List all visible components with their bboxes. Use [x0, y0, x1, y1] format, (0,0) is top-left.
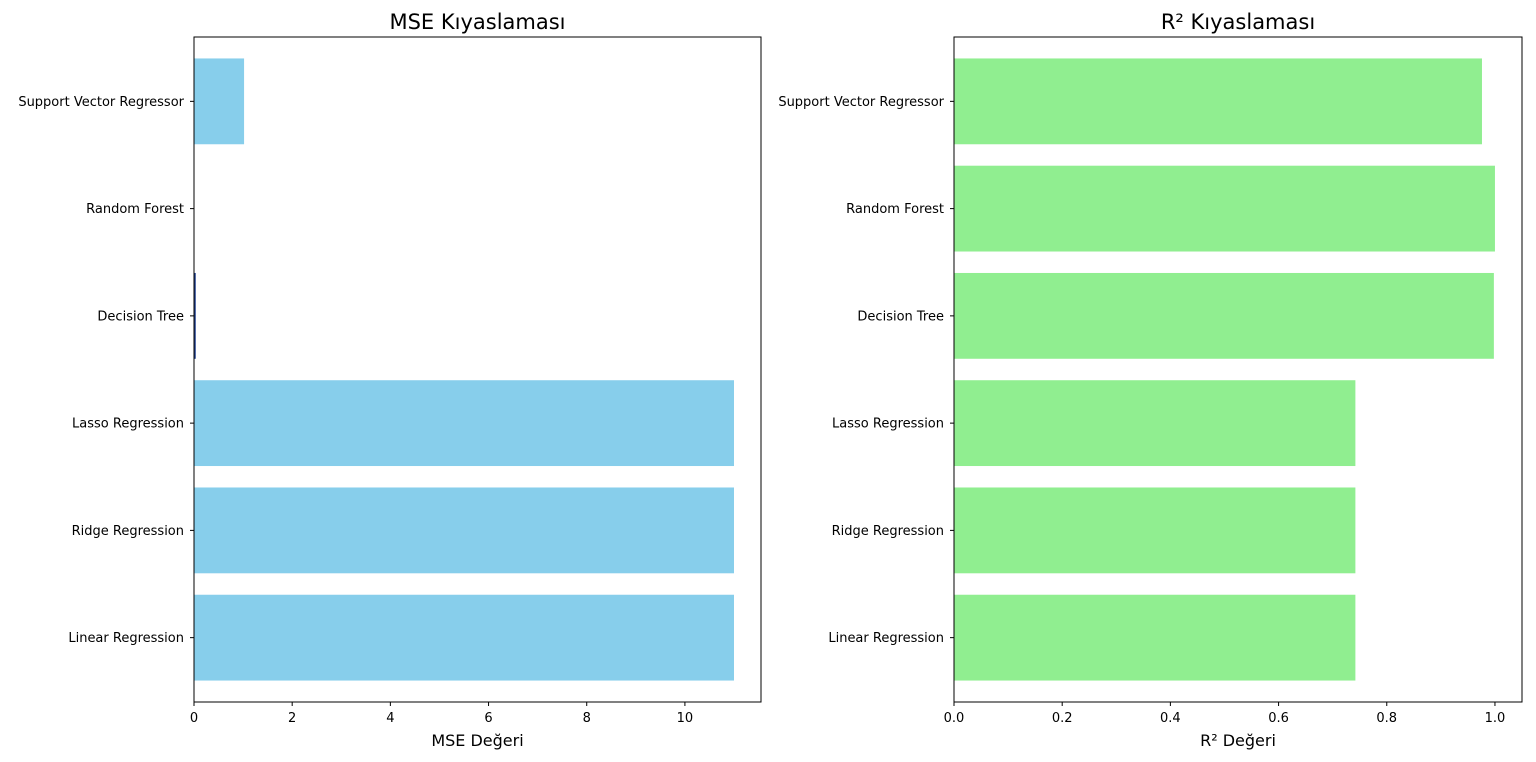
bar-ridge-regression	[954, 487, 1356, 574]
x-tick-label: 2	[288, 711, 296, 726]
x-tick-label: 0.2	[1052, 711, 1073, 726]
bar-linear-regression	[194, 594, 734, 681]
x-tick-label: 8	[583, 711, 591, 726]
x-tick-label: 4	[386, 711, 394, 726]
y-tick-label: Decision Tree	[97, 309, 184, 324]
x-tick-label: 0.6	[1268, 711, 1289, 726]
chart-title: MSE Kıyaslaması	[389, 10, 565, 34]
x-tick-label: 10	[677, 711, 694, 726]
y-tick-label: Random Forest	[86, 202, 184, 217]
axes-frame	[953, 36, 1523, 703]
bar-support-vector-regressor	[954, 58, 1482, 145]
r2-panel: Linear Regression Ridge Regression Lasso R…	[778, 10, 1523, 750]
bar-lasso-regression	[194, 380, 734, 467]
bar-decision-tree	[954, 272, 1494, 359]
x-tick-label: 0.0	[944, 711, 965, 726]
x-axis-label: R² Değeri	[1200, 731, 1276, 750]
y-tick-label: Ridge Regression	[832, 524, 944, 539]
y-tick-label: Linear Regression	[828, 631, 944, 646]
y-tick-label: Support Vector Regressor	[18, 95, 184, 110]
x-tick-label: 0.4	[1160, 711, 1181, 726]
x-axis-label: MSE Değeri	[431, 731, 523, 750]
axes-frame	[193, 36, 762, 703]
y-tick-label: Decision Tree	[857, 309, 944, 324]
y-tick-label: Lasso Regression	[72, 417, 184, 432]
y-tick-label: Linear Regression	[68, 631, 184, 646]
bar-support-vector-regressor	[194, 58, 245, 145]
x-tick-label: 6	[484, 711, 492, 726]
bar-lasso-regression	[954, 380, 1356, 467]
y-tick-label: Ridge Regression	[72, 524, 184, 539]
x-tick-label: 0.8	[1376, 711, 1397, 726]
y-tick-label: Random Forest	[846, 202, 944, 217]
x-tick-label: 1.0	[1485, 711, 1506, 726]
mse-panel: Linear Regression Ridge Regression Lasso R…	[18, 10, 762, 750]
bar-linear-regression	[954, 594, 1356, 681]
chart-title: R² Kıyaslaması	[1161, 10, 1315, 34]
y-tick-label: Support Vector Regressor	[778, 95, 944, 110]
y-tick-label: Lasso Regression	[832, 417, 944, 432]
bar-random-forest	[954, 165, 1495, 252]
bar-ridge-regression	[194, 487, 734, 574]
x-tick-label: 0	[190, 711, 198, 726]
